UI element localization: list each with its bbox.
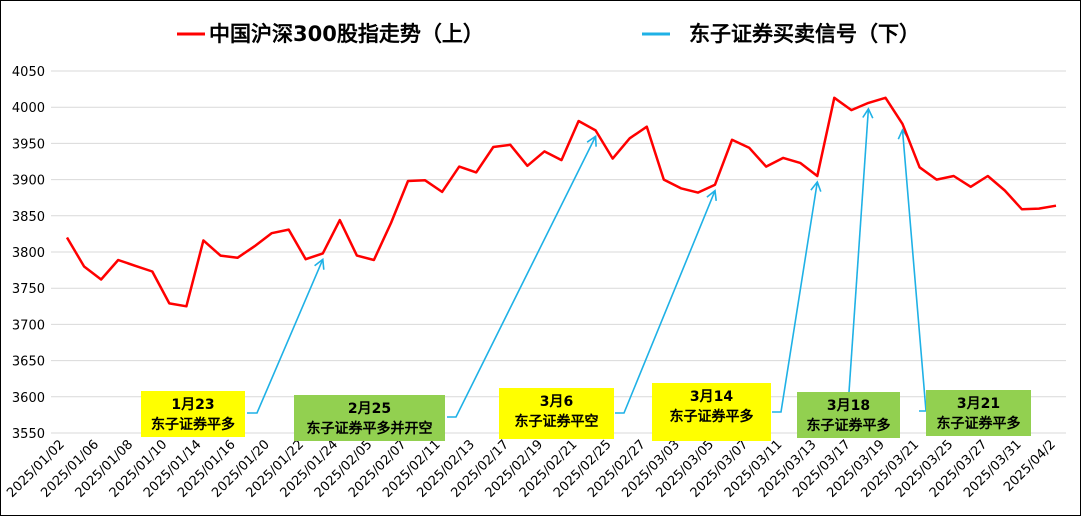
y-tick-label: 3950 [12, 137, 45, 152]
signal-arrowhead [314, 257, 325, 270]
signal-text: 东子证券平多 [151, 416, 235, 433]
signal-date: 1月23 [171, 397, 214, 413]
signal-text: 东子证券平空 [515, 413, 599, 430]
legend-label: 中国沪深300股指走势（上） [209, 22, 484, 46]
y-tick-label: 3600 [12, 391, 45, 406]
signal-arrow [615, 190, 716, 414]
signal-box [499, 388, 614, 439]
y-tick-label: 3650 [12, 355, 45, 370]
signal-box [926, 390, 1031, 436]
signal-group: 1月23 东子证券平多 2月25 东子证券平多并开空 3月6 东子证券平空 3月14 东子证券… [141, 107, 1031, 441]
series-group [65, 96, 1057, 308]
y-tick-label: 4050 [12, 65, 45, 80]
y-tick-label: 3850 [12, 210, 45, 225]
signal-date: 2月25 [348, 401, 391, 417]
signal-box [797, 392, 900, 438]
y-tick-label: 3700 [12, 318, 45, 333]
signal-text: 东子证券平多 [937, 415, 1021, 432]
signal-arrowhead [810, 180, 822, 192]
signal-arrow [247, 259, 324, 414]
signal-box [294, 395, 445, 441]
signal-arrow [901, 129, 927, 412]
y-tick-label: 4000 [12, 101, 45, 116]
signal-date: 3月21 [957, 396, 1000, 412]
signal-date: 3月18 [827, 398, 870, 414]
signal-arrowhead [706, 189, 717, 201]
legend-label: 东子证券买卖信号（下） [689, 22, 920, 46]
signal-box [652, 383, 771, 441]
y-tick-label: 3900 [12, 174, 45, 189]
signal-arrowhead [862, 107, 874, 119]
signal-box [141, 391, 245, 437]
y-tick-label: 3750 [12, 282, 45, 297]
y-tick-label: 3800 [12, 246, 45, 261]
signal-text: 东子证券平多并开空 [307, 420, 433, 437]
signal-arrow [772, 181, 819, 413]
grid-lines [51, 70, 1066, 434]
index-line [65, 96, 1057, 308]
signal-date: 3月14 [690, 389, 733, 405]
legend: 中国沪深300股指走势（上） 东子证券买卖信号（下） [177, 22, 920, 46]
x-axis: 2025/01/022025/01/062025/01/082025/01/10… [4, 437, 1059, 501]
signal-date: 3月6 [540, 394, 573, 410]
signal-text: 东子证券平多 [807, 417, 891, 434]
signal-arrow [848, 108, 870, 393]
y-tick-label: 3550 [12, 427, 45, 442]
y-axis: 3550 3600 3650 3700 3750 3800 3850 3900 3950 4000… [12, 65, 45, 442]
signal-arrow [447, 136, 597, 418]
signal-text: 东子证券平多 [670, 408, 754, 425]
signal-arrowhead [586, 134, 597, 147]
